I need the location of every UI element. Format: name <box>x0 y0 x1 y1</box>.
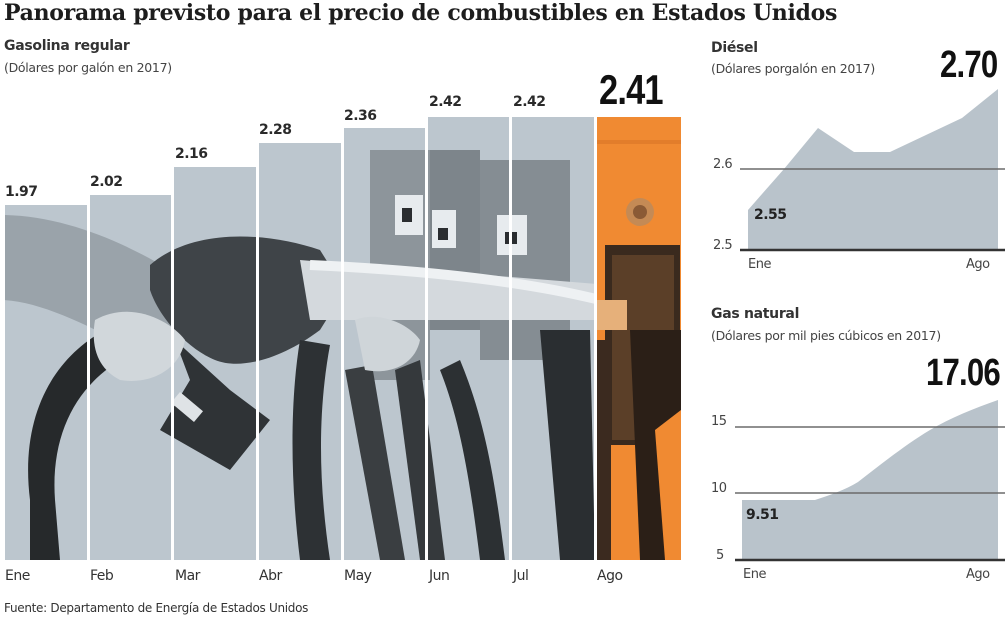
bar-value-jun: 2.42 <box>429 94 462 110</box>
bar-value-abr: 2.28 <box>259 122 292 138</box>
x-label-abr: Abr <box>259 568 282 584</box>
x-label-ago: Ago <box>597 568 623 584</box>
source-note: Fuente: Departamento de Energía de Estad… <box>4 601 309 615</box>
natgas-y-tick-10: 10 <box>711 481 727 496</box>
natgas-last-value: 17.06 <box>926 352 1001 394</box>
chart-title: Panorama previsto para el precio de comb… <box>4 0 838 26</box>
gasoline-unit: (Dólares por galón en 2017) <box>4 60 172 75</box>
x-label-jul: Jul <box>513 568 529 584</box>
natgas-x-tick-ago: Ago <box>966 567 990 582</box>
x-label-mar: Mar <box>175 568 200 584</box>
x-label-may: May <box>344 568 372 584</box>
diesel-y-tick-2-6: 2.6 <box>713 157 733 172</box>
diesel-last-value: 2.70 <box>940 44 998 86</box>
bar-value-jul: 2.42 <box>513 94 546 110</box>
diesel-x-tick-ene: Ene <box>748 257 771 272</box>
bar-value-ago-highlight: 2.41 <box>599 66 664 113</box>
bar-value-ene: 1.97 <box>5 184 38 200</box>
bar-value-may: 2.36 <box>344 108 377 124</box>
natgas-y-tick-5: 5 <box>716 548 724 563</box>
gasoline-title: Gasolina regular <box>4 38 130 54</box>
natgas-x-tick-ene: Ene <box>743 567 766 582</box>
gasoline-bar-chart: 1.97 2.02 2.16 2.28 2.36 2.42 2.42 2.41 … <box>5 66 681 584</box>
natgas-title: Gas natural <box>711 306 800 322</box>
natgas-first-value: 9.51 <box>746 507 779 523</box>
x-label-jun: Jun <box>429 568 450 584</box>
natgas-y-tick-15: 15 <box>711 414 727 429</box>
diesel-title: Diésel <box>711 40 758 56</box>
diesel-y-tick-2-5: 2.5 <box>713 238 733 253</box>
x-label-feb: Feb <box>90 568 114 584</box>
bar-value-mar: 2.16 <box>175 146 208 162</box>
diesel-x-tick-ago: Ago <box>966 257 990 272</box>
fuel-pump-photo <box>5 117 681 560</box>
diesel-unit: (Dólares porgalón en 2017) <box>711 61 875 76</box>
natgas-unit: (Dólares por mil pies cúbicos en 2017) <box>711 328 941 343</box>
bar-value-feb: 2.02 <box>90 174 123 190</box>
diesel-first-value: 2.55 <box>754 207 787 223</box>
x-label-ene: Ene <box>5 568 30 584</box>
